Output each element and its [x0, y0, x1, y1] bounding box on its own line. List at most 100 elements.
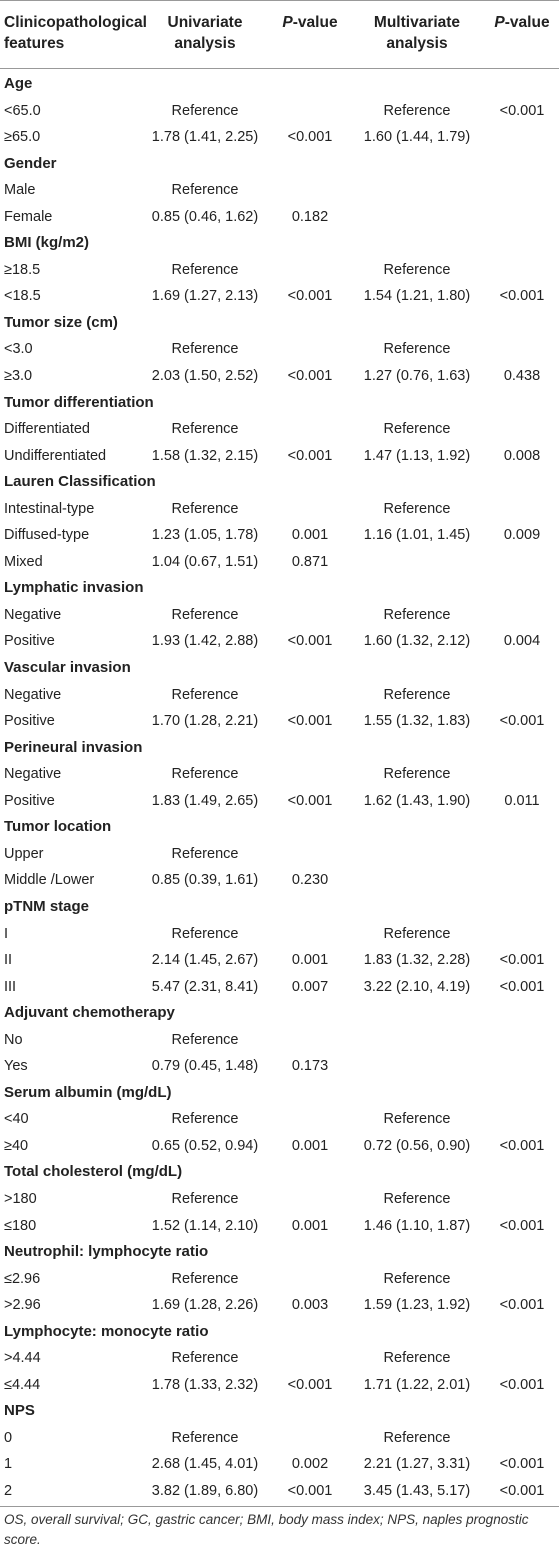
univariate-cell: 1.78 (1.41, 2.25)	[151, 129, 259, 146]
univariate-cell: Reference	[171, 102, 239, 119]
feature-cell: Negative	[4, 766, 62, 783]
feature-cell: <18.5	[4, 288, 41, 305]
multivariate-cell: Reference	[383, 766, 451, 783]
group-header-row: Total cholesterol (mg/dL)	[0, 1159, 559, 1186]
univariate-cell: 3.82 (1.89, 6.80)	[151, 1482, 259, 1499]
p-value-univariate-cell: <0.001	[287, 129, 333, 146]
univariate-cell: Reference	[171, 845, 239, 862]
feature-cell: pTNM stage	[4, 897, 90, 915]
p-value-univariate-cell: 0.001	[291, 527, 329, 544]
p-value-univariate-cell: 0.871	[291, 553, 329, 570]
p-value-univariate-cell: <0.001	[287, 368, 333, 385]
multivariate-cell: 1.60 (1.44, 1.79)	[363, 129, 471, 146]
univariate-cell: 1.93 (1.42, 2.88)	[151, 633, 259, 650]
top-rule	[0, 0, 559, 1]
feature-cell: Negative	[4, 686, 62, 703]
univariate-cell: Reference	[171, 500, 239, 517]
p-value-univariate-cell: 0.007	[291, 978, 329, 995]
feature-cell: Lauren Classification	[4, 473, 156, 491]
multivariate-cell: 1.16 (1.01, 1.45)	[363, 527, 471, 544]
feature-cell: Negative	[4, 606, 62, 623]
feature-cell: Tumor location	[4, 818, 112, 836]
feature-cell: Female	[4, 208, 53, 225]
table-row: ≤180 1.52 (1.14, 2.10) 0.001 1.46 (1.10, 1.…	[0, 1213, 559, 1240]
feature-cell: Middle /Lower	[4, 872, 95, 889]
p-value-multivariate-cell: <0.001	[499, 288, 545, 305]
univariate-cell: Reference	[171, 1190, 239, 1207]
feature-cell: Total cholesterol (mg/dL)	[4, 1163, 183, 1181]
table-row: 2 3.82 (1.89, 6.80) <0.001 3.45 (1.43, 5.17…	[0, 1478, 559, 1505]
p-value-univariate-cell: 0.002	[291, 1456, 329, 1473]
multivariate-cell: Reference	[383, 606, 451, 623]
header-multivariate-line2: analysis	[386, 35, 448, 52]
univariate-cell: 1.78 (1.33, 2.32)	[151, 1376, 259, 1393]
multivariate-cell: Reference	[383, 925, 451, 942]
group-header-row: pTNM stage	[0, 894, 559, 921]
header-features-line2: features	[4, 35, 65, 52]
p-value-multivariate-cell: 0.009	[503, 527, 541, 544]
feature-cell: 2	[4, 1482, 13, 1499]
table-row: Negative Reference Reference	[0, 682, 559, 709]
univariate-cell: Reference	[171, 1031, 239, 1048]
feature-cell: Age	[4, 75, 33, 92]
feature-cell: >180	[4, 1190, 37, 1207]
multivariate-cell: 1.55 (1.32, 1.83)	[363, 713, 471, 730]
feature-cell: Serum albumin (mg/dL)	[4, 1083, 172, 1101]
p-value-univariate-cell: <0.001	[287, 288, 333, 305]
multivariate-cell: Reference	[383, 102, 451, 119]
header-features-line1: Clinicopathological	[4, 14, 147, 31]
header-univariate-line1: Univariate	[167, 14, 243, 31]
feature-cell: BMI (kg/m2)	[4, 234, 90, 252]
feature-cell: NPS	[4, 1402, 35, 1420]
univariate-cell: 2.14 (1.45, 2.67)	[151, 952, 259, 969]
multivariate-cell: 1.54 (1.21, 1.80)	[363, 288, 471, 305]
table-row: Mixed 1.04 (0.67, 1.51) 0.871	[0, 549, 559, 576]
univariate-cell: 1.70 (1.28, 2.21)	[151, 713, 259, 730]
univariate-cell: 1.04 (0.67, 1.51)	[151, 553, 259, 570]
feature-cell: Upper	[4, 845, 44, 862]
table-row: ≥18.5 Reference Reference	[0, 257, 559, 284]
p-value-univariate-cell: 0.001	[291, 952, 329, 969]
table-row: Yes 0.79 (0.45, 1.48) 0.173	[0, 1053, 559, 1080]
p-value-multivariate-cell: <0.001	[499, 1217, 545, 1234]
group-header-row: Lauren Classification	[0, 469, 559, 496]
feature-cell: Mixed	[4, 553, 43, 570]
feature-cell: ≤180	[4, 1217, 37, 1234]
feature-cell: Tumor differentiation	[4, 393, 154, 411]
table-row: Female 0.85 (0.46, 1.62) 0.182	[0, 204, 559, 231]
multivariate-cell: 1.59 (1.23, 1.92)	[363, 1297, 471, 1314]
univariate-cell: Reference	[171, 925, 239, 942]
header-univariate-line2: analysis	[174, 35, 236, 52]
univariate-cell: Reference	[171, 1350, 239, 1367]
group-header-row: Age	[0, 71, 559, 98]
multivariate-cell: Reference	[383, 1270, 451, 1287]
feature-cell: <3.0	[4, 341, 33, 358]
univariate-cell: 1.52 (1.14, 2.10)	[151, 1217, 259, 1234]
header-features: Clinicopathological features	[4, 12, 147, 54]
feature-cell: No	[4, 1031, 23, 1048]
group-header-row: Tumor differentiation	[0, 390, 559, 417]
feature-cell: Neutrophil: lymphocyte ratio	[4, 1243, 209, 1261]
univariate-cell: 0.85 (0.46, 1.62)	[151, 208, 259, 225]
univariate-cell: Reference	[171, 1111, 239, 1128]
univariate-cell: Reference	[171, 182, 239, 199]
feature-cell: Undifferentiated	[4, 447, 107, 464]
p-value-univariate-cell: 0.182	[291, 208, 329, 225]
multivariate-cell: 1.47 (1.13, 1.92)	[363, 447, 471, 464]
table-body: Age <65.0 Reference Reference <0.001 ≥65.0 1.7…	[0, 71, 559, 1505]
group-header-row: Perineural invasion	[0, 735, 559, 762]
feature-cell: Positive	[4, 633, 55, 650]
group-header-row: Serum albumin (mg/dL)	[0, 1080, 559, 1107]
p-value-univariate-cell: 0.003	[291, 1297, 329, 1314]
feature-cell: II	[4, 952, 13, 969]
feature-cell: Intestinal-type	[4, 500, 95, 517]
feature-cell: Yes	[4, 1058, 28, 1075]
p-value-univariate-cell: <0.001	[287, 1376, 333, 1393]
multivariate-cell: Reference	[383, 261, 451, 278]
table-row: <3.0 Reference Reference	[0, 336, 559, 363]
univariate-cell: Reference	[171, 1270, 239, 1287]
table-row: I Reference Reference	[0, 921, 559, 948]
univariate-cell: 0.65 (0.52, 0.94)	[151, 1137, 259, 1154]
p-value-univariate-cell: 0.230	[291, 872, 329, 889]
univariate-cell: Reference	[171, 606, 239, 623]
